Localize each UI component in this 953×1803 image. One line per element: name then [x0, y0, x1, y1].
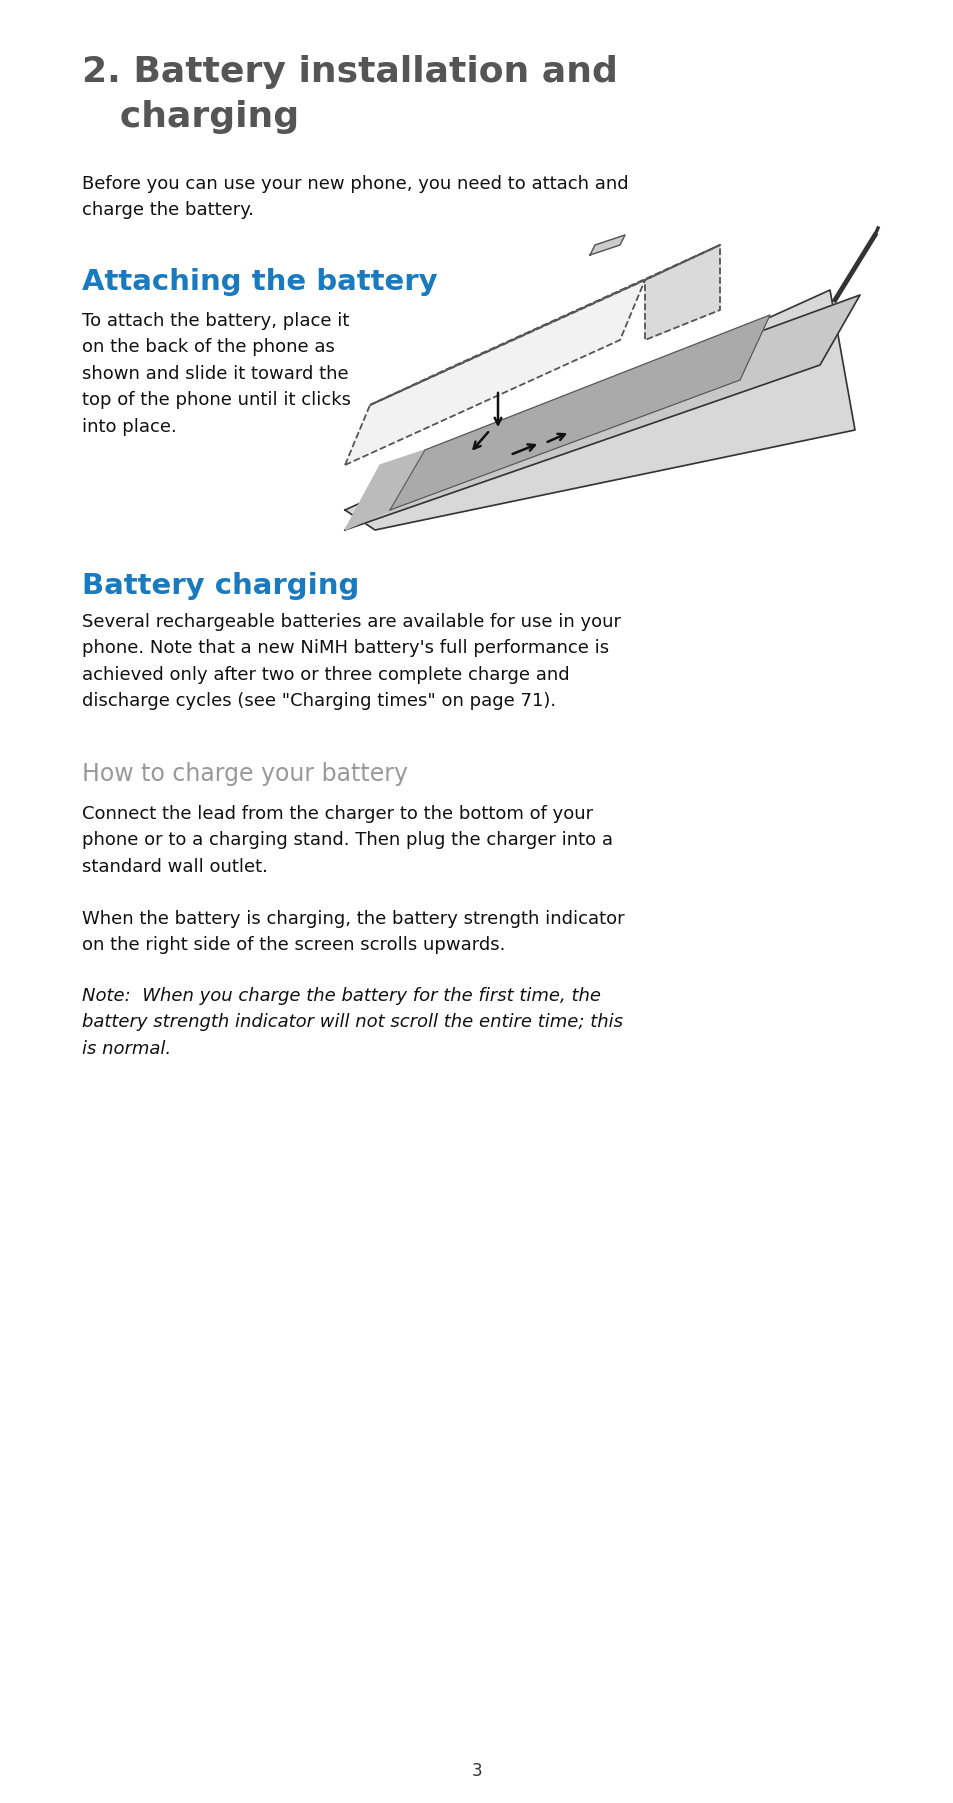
Text: How to charge your battery: How to charge your battery: [82, 763, 408, 786]
Text: To attach the battery, place it
on the back of the phone as
shown and slide it t: To attach the battery, place it on the b…: [82, 312, 351, 436]
Text: Several rechargeable batteries are available for use in your
phone. Note that a : Several rechargeable batteries are avail…: [82, 613, 620, 710]
Text: Battery charging: Battery charging: [82, 572, 359, 600]
Text: Attaching the battery: Attaching the battery: [82, 269, 437, 296]
Text: When the battery is charging, the battery strength indicator
on the right side o: When the battery is charging, the batter…: [82, 911, 624, 954]
Text: 2. Battery installation and: 2. Battery installation and: [82, 56, 618, 88]
Text: charging: charging: [82, 99, 299, 133]
Polygon shape: [345, 296, 859, 530]
Polygon shape: [345, 279, 644, 465]
Text: Note:  When you charge the battery for the first time, the
battery strength indi: Note: When you charge the battery for th…: [82, 986, 622, 1058]
Text: Connect the lead from the charger to the bottom of your
phone or to a charging s: Connect the lead from the charger to the…: [82, 804, 613, 876]
Text: 3: 3: [471, 1762, 482, 1780]
Polygon shape: [390, 316, 769, 510]
Polygon shape: [370, 245, 720, 406]
Polygon shape: [345, 290, 854, 530]
Polygon shape: [345, 451, 424, 530]
Polygon shape: [644, 245, 720, 341]
Text: Before you can use your new phone, you need to attach and
charge the battery.: Before you can use your new phone, you n…: [82, 175, 628, 218]
Polygon shape: [589, 234, 624, 254]
